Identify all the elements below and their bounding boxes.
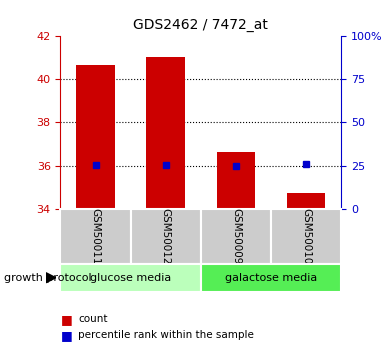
Text: GSM50012: GSM50012 xyxy=(161,208,171,265)
Bar xyxy=(217,151,255,209)
Bar xyxy=(147,57,185,209)
Text: growth protocol: growth protocol xyxy=(4,273,92,283)
Text: glucose media: glucose media xyxy=(90,273,171,283)
Bar xyxy=(271,209,341,264)
Text: ■: ■ xyxy=(60,313,72,326)
Bar xyxy=(60,264,201,292)
Text: GSM50009: GSM50009 xyxy=(231,208,241,265)
Bar xyxy=(60,209,131,264)
Polygon shape xyxy=(46,273,56,283)
Text: ■: ■ xyxy=(60,329,72,342)
Text: percentile rank within the sample: percentile rank within the sample xyxy=(78,331,254,340)
Text: count: count xyxy=(78,314,108,324)
Bar xyxy=(287,193,326,209)
Title: GDS2462 / 7472_at: GDS2462 / 7472_at xyxy=(133,18,268,32)
Bar xyxy=(76,65,115,209)
Text: galactose media: galactose media xyxy=(225,273,317,283)
Text: GSM50010: GSM50010 xyxy=(301,208,311,265)
Bar xyxy=(201,209,271,264)
Text: GSM50011: GSM50011 xyxy=(90,208,101,265)
Bar xyxy=(131,209,201,264)
Bar xyxy=(201,264,341,292)
